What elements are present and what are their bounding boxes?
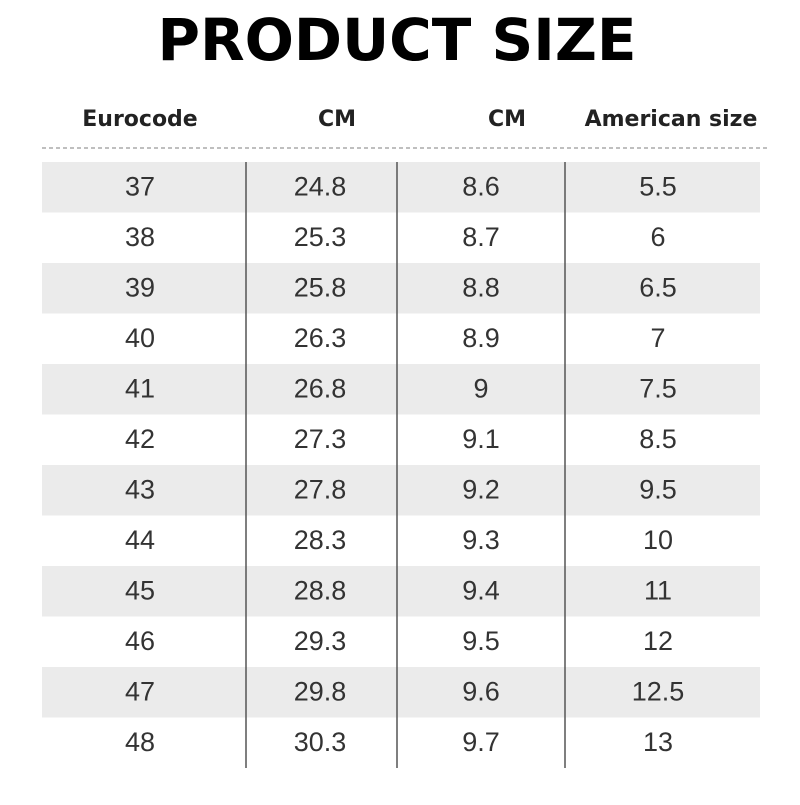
row-background — [42, 263, 760, 314]
table-cell: 30.3 — [294, 727, 347, 757]
table-cell: 28.8 — [294, 575, 347, 605]
table-cell: 26.8 — [294, 373, 347, 403]
table-cell: 29.3 — [294, 626, 347, 656]
table-cell: 26.3 — [294, 323, 347, 353]
row-background — [42, 667, 760, 718]
column-dividers — [245, 162, 566, 768]
row-background — [42, 162, 760, 213]
table-cell: 13 — [643, 727, 673, 757]
table-cell: 8.7 — [462, 222, 500, 252]
table-cell: 39 — [125, 272, 155, 302]
table-cell: 44 — [125, 525, 155, 555]
table-cell: 28.3 — [294, 525, 347, 555]
table-cell: 8.8 — [462, 272, 500, 302]
table-cell: 7.5 — [639, 373, 677, 403]
row-background — [42, 465, 760, 516]
table-cell: 40 — [125, 323, 155, 353]
column-header: CM — [488, 107, 526, 132]
table-cell: 6.5 — [639, 272, 677, 302]
table-cell: 8.6 — [462, 171, 500, 201]
table-cell: 9.3 — [462, 525, 500, 555]
table-cell: 47 — [125, 676, 155, 706]
table-cell: 12 — [643, 626, 673, 656]
table-cell: 25.8 — [294, 272, 347, 302]
table-cell: 9.7 — [462, 727, 500, 757]
table-cell: 46 — [125, 626, 155, 656]
table-body: 37 24.8 8.6 5.5 38 25.3 8.7 6 39 25.8 8.8 6.5 40 26.3… — [42, 162, 760, 757]
table-cell: 9.1 — [462, 424, 500, 454]
table-cell: 38 — [125, 222, 155, 252]
table-cell: 12.5 — [632, 676, 685, 706]
table-cell: 11 — [644, 575, 672, 605]
column-header: Eurocode — [82, 107, 197, 132]
table-cell: 10 — [643, 525, 673, 555]
table-cell: 48 — [125, 727, 155, 757]
table-cell: 27.8 — [294, 474, 347, 504]
table-cell: 37 — [125, 171, 155, 201]
table-cell: 5.5 — [639, 171, 677, 201]
row-background — [42, 566, 760, 617]
table-cell: 9.5 — [462, 626, 500, 656]
table-cell: 6 — [650, 222, 665, 252]
table-cell: 8.9 — [462, 323, 500, 353]
table-cell: 27.3 — [294, 424, 347, 454]
table-cell: 9.4 — [462, 575, 500, 605]
table-cell: 42 — [125, 424, 155, 454]
table-cell: 24.8 — [294, 171, 347, 201]
table-cell: 29.8 — [294, 676, 347, 706]
table-cell: 45 — [125, 575, 155, 605]
table-cell: 41 — [125, 373, 155, 403]
table-cell: 7 — [650, 323, 665, 353]
table-cell: 8.5 — [639, 424, 677, 454]
table-cell: 43 — [125, 474, 155, 504]
column-header: American size — [585, 107, 758, 132]
table-cell: 9 — [473, 373, 488, 403]
table-cell: 9.6 — [462, 676, 500, 706]
title: PRODUCT SIZE — [157, 6, 636, 74]
table-cell: 9.5 — [639, 474, 677, 504]
table-cell: 25.3 — [294, 222, 347, 252]
table-cell: 9.2 — [462, 474, 500, 504]
column-header: CM — [318, 107, 356, 132]
row-background — [42, 364, 760, 415]
